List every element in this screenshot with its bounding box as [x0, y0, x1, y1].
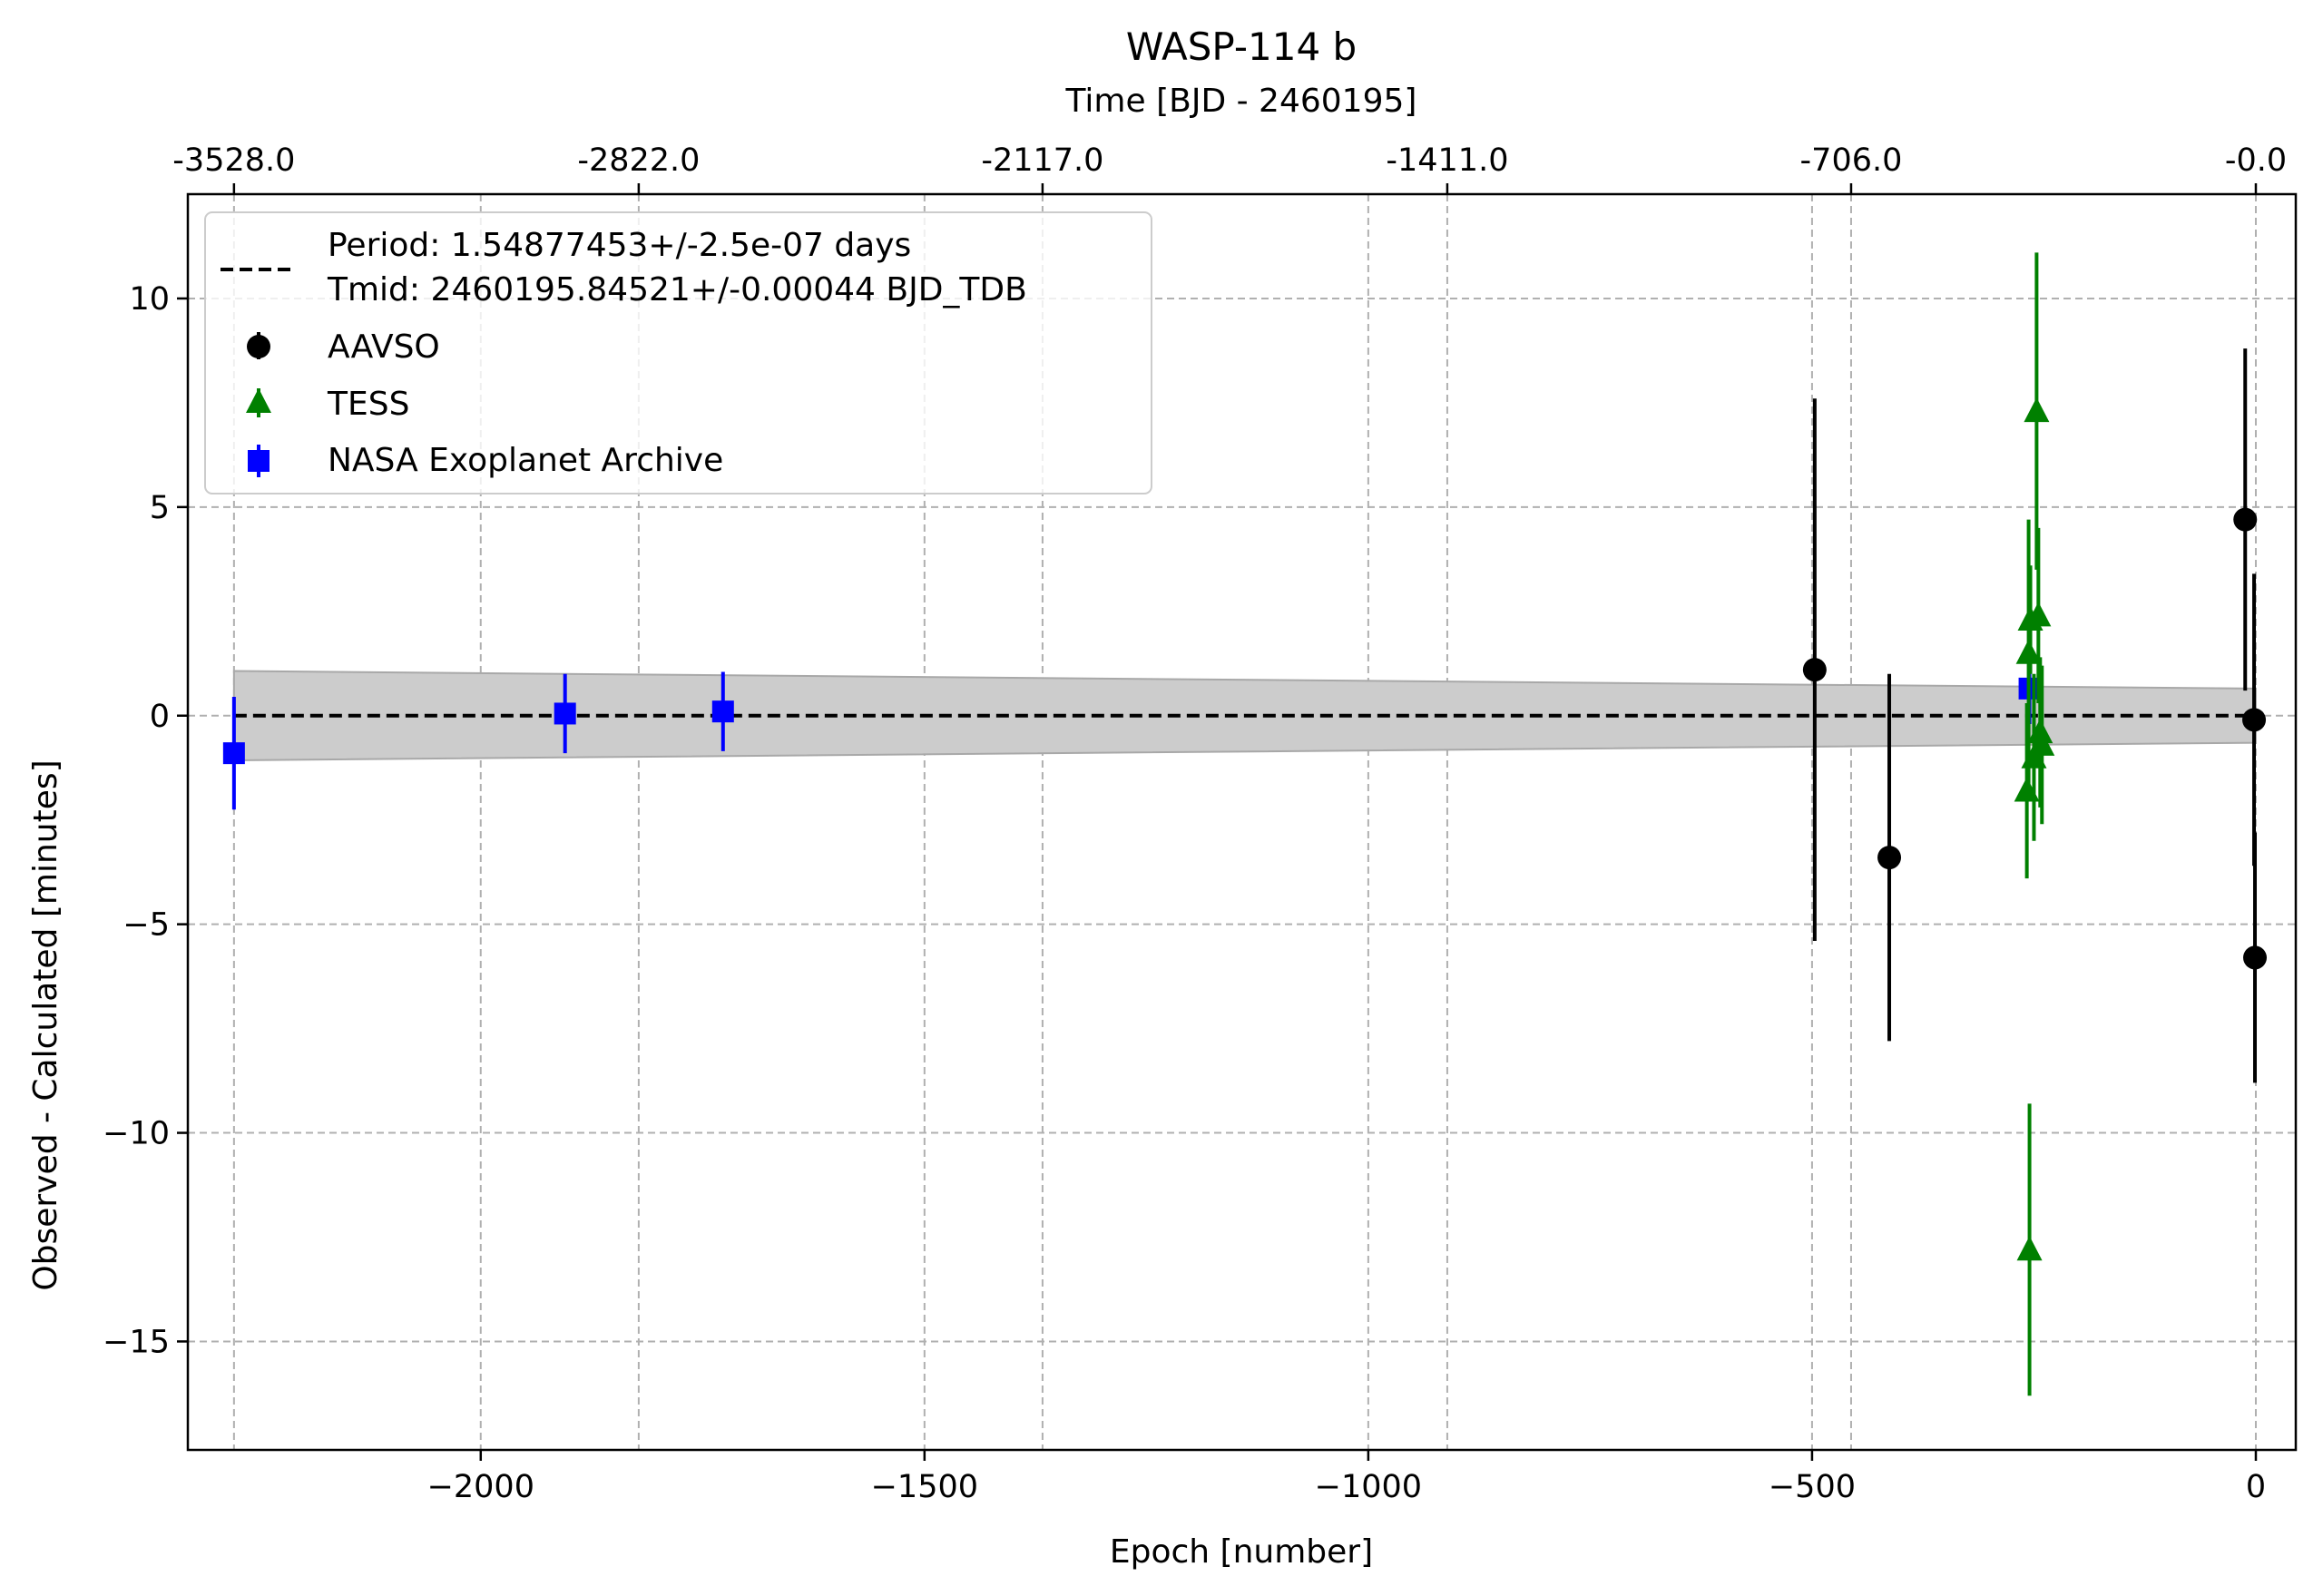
y-tick-label-4: −10: [103, 1116, 170, 1152]
x-axis-label: Epoch [number]: [1110, 1533, 1373, 1571]
point-tess-0: [2016, 1103, 2043, 1396]
top-tick-label-2: -2117.0: [981, 142, 1103, 179]
y-tick-label-5: −15: [103, 1324, 170, 1360]
y-tick-label-3: −5: [123, 907, 170, 944]
y-tick-label-1: 5: [150, 490, 170, 526]
x-axis-ticks: −2000 −1500 −1000 −500 0: [427, 1450, 2266, 1505]
y-tick-label-0: 10: [129, 281, 170, 318]
legend-tess-label: TESS: [327, 386, 409, 423]
point-aavso-4: [2243, 832, 2268, 1083]
x-tick-label-3: −500: [1769, 1469, 1856, 1505]
point-tess-8: [2029, 665, 2055, 825]
point-aavso-0: [1802, 398, 1827, 942]
top-tick-label-5: -0.0: [2225, 142, 2287, 179]
top-tick-label-1: -2822.0: [577, 142, 700, 179]
legend: Period: 1.54877453+/-2.5e-07 days Tmid: …: [204, 211, 1152, 494]
y-axis-label: Observed - Calculated [minutes]: [27, 759, 64, 1290]
point-aavso-1: [1877, 673, 1902, 1042]
legend-aavso-swatch: [247, 332, 270, 359]
top-tick-label-0: -3528.0: [172, 142, 295, 179]
top-axis-label: Time [BJD - 2460195]: [1065, 83, 1417, 120]
legend-aavso-label: AAVSO: [328, 328, 440, 366]
legend-tess-swatch: [246, 388, 271, 417]
top-axis-ticks: -3528.0 -2822.0 -2117.0 -1411.0 -706.0 -0.0: [172, 142, 2287, 194]
legend-nasa-swatch: [248, 445, 270, 477]
data-points: [222, 252, 2268, 1396]
legend-period-label: Period: 1.54877453+/-2.5e-07 days: [328, 227, 911, 264]
point-nasa-exoplanet-archive-0: [222, 697, 245, 810]
x-tick-label-2: −1000: [1315, 1469, 1422, 1505]
x-tick-label-4: 0: [2246, 1469, 2266, 1505]
x-tick-label-0: −2000: [427, 1469, 534, 1505]
point-aavso-3: [2242, 573, 2267, 867]
y-axis-ticks: 10 5 0 −5 −10 −15: [103, 281, 188, 1360]
x-tick-label-1: −1500: [871, 1469, 978, 1505]
point-nasa-exoplanet-archive-1: [554, 673, 576, 754]
legend-nasa-label: NASA Exoplanet Archive: [328, 442, 723, 479]
top-tick-label-4: -706.0: [1800, 142, 1903, 179]
chart-title: WASP-114 b: [1126, 24, 1357, 69]
point-nasa-exoplanet-archive-2: [711, 671, 734, 751]
point-aavso-2: [2233, 348, 2258, 691]
point-tess-5: [2024, 252, 2050, 570]
top-tick-label-3: -1411.0: [1386, 142, 1508, 179]
legend-tmid-label: Tmid: 2460195.84521+/-0.00044 BJD_TDB: [327, 271, 1027, 308]
plot-frame: [186, 192, 2298, 1452]
legend-box: [204, 211, 1152, 494]
y-tick-label-2: 0: [150, 699, 170, 735]
